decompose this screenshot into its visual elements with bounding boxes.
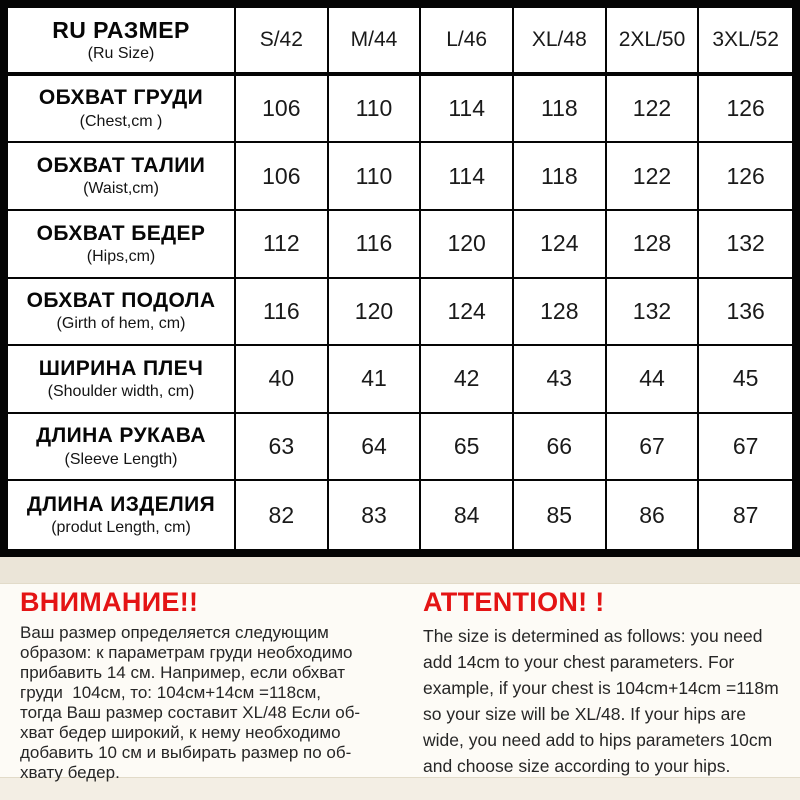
table-cell: 44 bbox=[606, 346, 700, 414]
table-cell: 66 bbox=[513, 413, 607, 482]
row-label-ru: ШИРИНА ПЛЕЧ bbox=[38, 356, 204, 380]
table-cell: 124 bbox=[513, 210, 607, 279]
size-column-header-2xl50: 2XL/50 bbox=[606, 8, 700, 76]
row-label-product-length: ДЛИНА ИЗДЕЛИЯ (produt Length, cm) bbox=[8, 481, 236, 549]
table-cell: 122 bbox=[606, 143, 700, 211]
table-cell: 118 bbox=[513, 75, 607, 144]
table-cell: 65 bbox=[421, 413, 514, 482]
size-column-header-xl48: XL/48 bbox=[513, 8, 607, 76]
table-cell: 87 bbox=[699, 481, 792, 549]
table-cell: 118 bbox=[513, 143, 607, 211]
table-cell: 116 bbox=[236, 278, 329, 347]
table-cell: 126 bbox=[699, 75, 792, 144]
table-header-label: RU РАЗМЕР bbox=[52, 16, 190, 43]
row-label-ru: ОБХВАТ ТАЛИИ bbox=[36, 153, 206, 177]
size-column-header-l46: L/46 bbox=[421, 8, 514, 76]
row-label-en: (Sleeve Length) bbox=[64, 450, 178, 468]
row-label-en: (Shoulder width, cm) bbox=[47, 383, 195, 400]
table-cell: 43 bbox=[513, 346, 607, 414]
table-header-sublabel: (Ru Size) bbox=[87, 45, 155, 63]
notice-russian: ВНИМАНИЕ!! Ваш размер определяется следу… bbox=[0, 584, 400, 782]
row-label-en: (produt Length, cm) bbox=[51, 519, 191, 537]
notice-panel: ВНИМАНИЕ!! Ваш размер определяется следу… bbox=[0, 583, 800, 782]
row-label-en: (Chest,cm ) bbox=[79, 112, 163, 130]
table-cell: 42 bbox=[421, 346, 514, 414]
table-cell: 41 bbox=[328, 346, 422, 414]
table-cell: 45 bbox=[699, 346, 792, 414]
table-cell: 114 bbox=[421, 143, 514, 211]
table-header-ru-size: RU РАЗМЕР (Ru Size) bbox=[8, 8, 236, 76]
table-cell: 124 bbox=[421, 278, 514, 347]
row-label-en: (Girth of hem, cm) bbox=[56, 315, 186, 333]
table-cell: 112 bbox=[236, 210, 329, 279]
row-label-ru: ОБХВАТ ПОДОЛА bbox=[26, 289, 216, 313]
table-cell: 128 bbox=[513, 278, 607, 347]
size-column-header-3xl52: 3XL/52 bbox=[699, 8, 792, 76]
size-table: RU РАЗМЕР (Ru Size) S/42 M/44 L/46 XL/48… bbox=[0, 0, 800, 557]
table-cell: 40 bbox=[236, 346, 329, 414]
row-label-hem-girth: ОБХВАТ ПОДОЛА (Girth of hem, cm) bbox=[8, 278, 236, 347]
notice-english: ATTENTION! ! The size is determined as f… bbox=[400, 584, 800, 777]
row-label-ru: ОБХВАТ БЕДЕР bbox=[36, 221, 206, 245]
row-label-ru: ОБХВАТ ГРУДИ bbox=[38, 86, 204, 110]
table-cell: 128 bbox=[606, 210, 700, 279]
notice-section: ВНИМАНИЕ!! Ваш размер определяется следу… bbox=[0, 557, 800, 800]
table-cell: 114 bbox=[421, 75, 514, 144]
table-cell: 86 bbox=[606, 481, 700, 549]
table-cell: 120 bbox=[328, 278, 422, 347]
table-cell: 85 bbox=[513, 481, 607, 549]
table-cell: 136 bbox=[699, 278, 792, 347]
table-cell: 110 bbox=[328, 75, 422, 144]
table-cell: 67 bbox=[606, 413, 700, 482]
table-cell: 82 bbox=[236, 481, 329, 549]
table-cell: 64 bbox=[328, 413, 422, 482]
notice-top-gap bbox=[0, 557, 800, 583]
notice-body-ru: Ваш размер определяется следующим образо… bbox=[20, 623, 361, 782]
row-label-en: (Waist,cm) bbox=[83, 180, 159, 198]
row-label-sleeve-length: ДЛИНА РУКАВА (Sleeve Length) bbox=[8, 413, 236, 482]
size-column-header-m44: M/44 bbox=[328, 8, 422, 76]
row-label-hips: ОБХВАТ БЕДЕР (Hips,cm) bbox=[8, 210, 236, 279]
table-cell: 120 bbox=[421, 210, 514, 279]
table-cell: 126 bbox=[699, 143, 792, 211]
table-cell: 106 bbox=[236, 75, 329, 144]
row-label-chest: ОБХВАТ ГРУДИ (Chest,cm ) bbox=[8, 75, 236, 144]
table-cell: 122 bbox=[606, 75, 700, 144]
table-cell: 84 bbox=[421, 481, 514, 549]
table-cell: 67 bbox=[699, 413, 792, 482]
table-cell: 83 bbox=[328, 481, 422, 549]
table-cell: 116 bbox=[328, 210, 422, 279]
table-cell: 132 bbox=[606, 278, 700, 347]
table-cell: 132 bbox=[699, 210, 792, 279]
notice-heading-en: ATTENTION! ! bbox=[423, 587, 605, 617]
row-label-en: (Hips,cm) bbox=[86, 247, 156, 265]
notice-heading-ru: ВНИМАНИЕ!! bbox=[20, 587, 199, 617]
row-label-waist: ОБХВАТ ТАЛИИ (Waist,cm) bbox=[8, 143, 236, 211]
row-label-shoulder-width: ШИРИНА ПЛЕЧ (Shoulder width, cm) bbox=[8, 346, 236, 414]
size-column-header-s42: S/42 bbox=[236, 8, 329, 76]
table-cell: 110 bbox=[328, 143, 422, 211]
row-label-ru: ДЛИНА РУКАВА bbox=[36, 424, 206, 448]
table-cell: 106 bbox=[236, 143, 329, 211]
table-cell: 63 bbox=[236, 413, 329, 482]
row-label-ru: ДЛИНА ИЗДЕЛИЯ bbox=[26, 493, 216, 517]
notice-body-en: The size is determined as follows: you n… bbox=[423, 626, 779, 776]
